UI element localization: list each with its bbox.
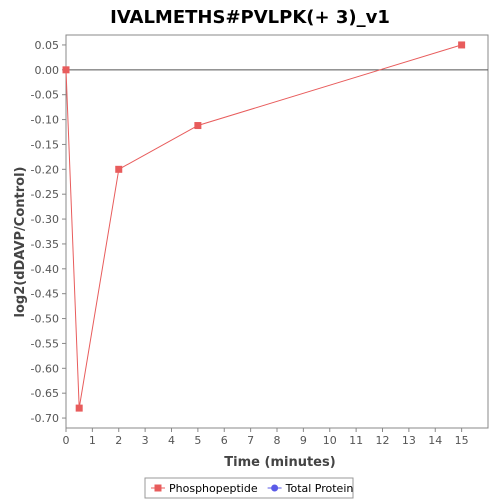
- data-point: [115, 165, 123, 173]
- legend-marker: [271, 484, 279, 492]
- x-tick-label: 2: [115, 434, 122, 447]
- plot-area: [65, 34, 489, 429]
- y-tick-label: -0.05: [31, 89, 59, 102]
- legend-label: Total Protein: [285, 482, 354, 495]
- x-tick-label: 0: [63, 434, 70, 447]
- x-tick-label: 3: [142, 434, 149, 447]
- y-tick-label: -0.15: [31, 138, 59, 151]
- y-tick-label: -0.35: [31, 238, 59, 251]
- legend-box: [144, 477, 354, 499]
- y-tick-label: -0.30: [31, 213, 59, 226]
- x-tick-label: 8: [274, 434, 281, 447]
- x-tick-label: 6: [221, 434, 228, 447]
- x-tick-label: 9: [300, 434, 307, 447]
- x-tick-label: 11: [349, 434, 363, 447]
- y-tick-label: -0.20: [31, 163, 59, 176]
- x-tick-label: 1: [89, 434, 96, 447]
- y-axis-label: log2(dDAVP/Control): [13, 167, 28, 318]
- y-tick-label: -0.45: [31, 288, 59, 301]
- data-point: [75, 404, 83, 412]
- x-axis-label: Time (minutes): [224, 455, 335, 470]
- y-tick-label: -0.65: [31, 387, 59, 400]
- legend-marker: [154, 484, 162, 492]
- x-tick-label: 15: [455, 434, 469, 447]
- y-tick-label: 0.00: [35, 64, 60, 77]
- x-tick-label: 12: [376, 434, 390, 447]
- legend-label: Phosphopeptide: [169, 482, 258, 495]
- y-tick-label: -0.50: [31, 313, 59, 326]
- data-point: [194, 122, 202, 130]
- x-tick-label: 4: [168, 434, 175, 447]
- x-tick-label: 7: [247, 434, 254, 447]
- y-tick-label: -0.60: [31, 362, 59, 375]
- x-tick-label: 13: [402, 434, 416, 447]
- x-tick-label: 14: [428, 434, 442, 447]
- data-point: [458, 41, 466, 49]
- x-tick-label: 5: [194, 434, 201, 447]
- y-tick-label: -0.55: [31, 337, 59, 350]
- chart-title: IVALMETHS#PVLPK(+ 3)_v1: [110, 7, 390, 28]
- y-tick-label: -0.40: [31, 263, 59, 276]
- series-layer: [62, 41, 488, 412]
- y-tick-label: -0.70: [31, 412, 59, 425]
- y-tick-label: 0.05: [35, 39, 60, 52]
- legend: Phosphopeptide Total Protein: [144, 477, 354, 499]
- axis-ticks: 0 1 2 3 4 5 6 7 8 9 10 11 12 13 14 150.050.00-0.05-0.10…: [31, 39, 469, 447]
- x-tick-label: 10: [323, 434, 337, 447]
- y-tick-label: -0.25: [31, 188, 59, 201]
- data-point: [62, 66, 70, 74]
- y-tick-label: -0.10: [31, 114, 59, 127]
